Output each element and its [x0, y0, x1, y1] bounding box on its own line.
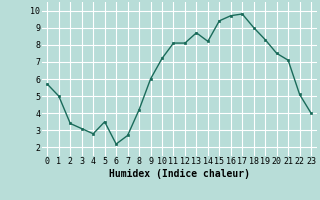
X-axis label: Humidex (Indice chaleur): Humidex (Indice chaleur) — [109, 169, 250, 179]
